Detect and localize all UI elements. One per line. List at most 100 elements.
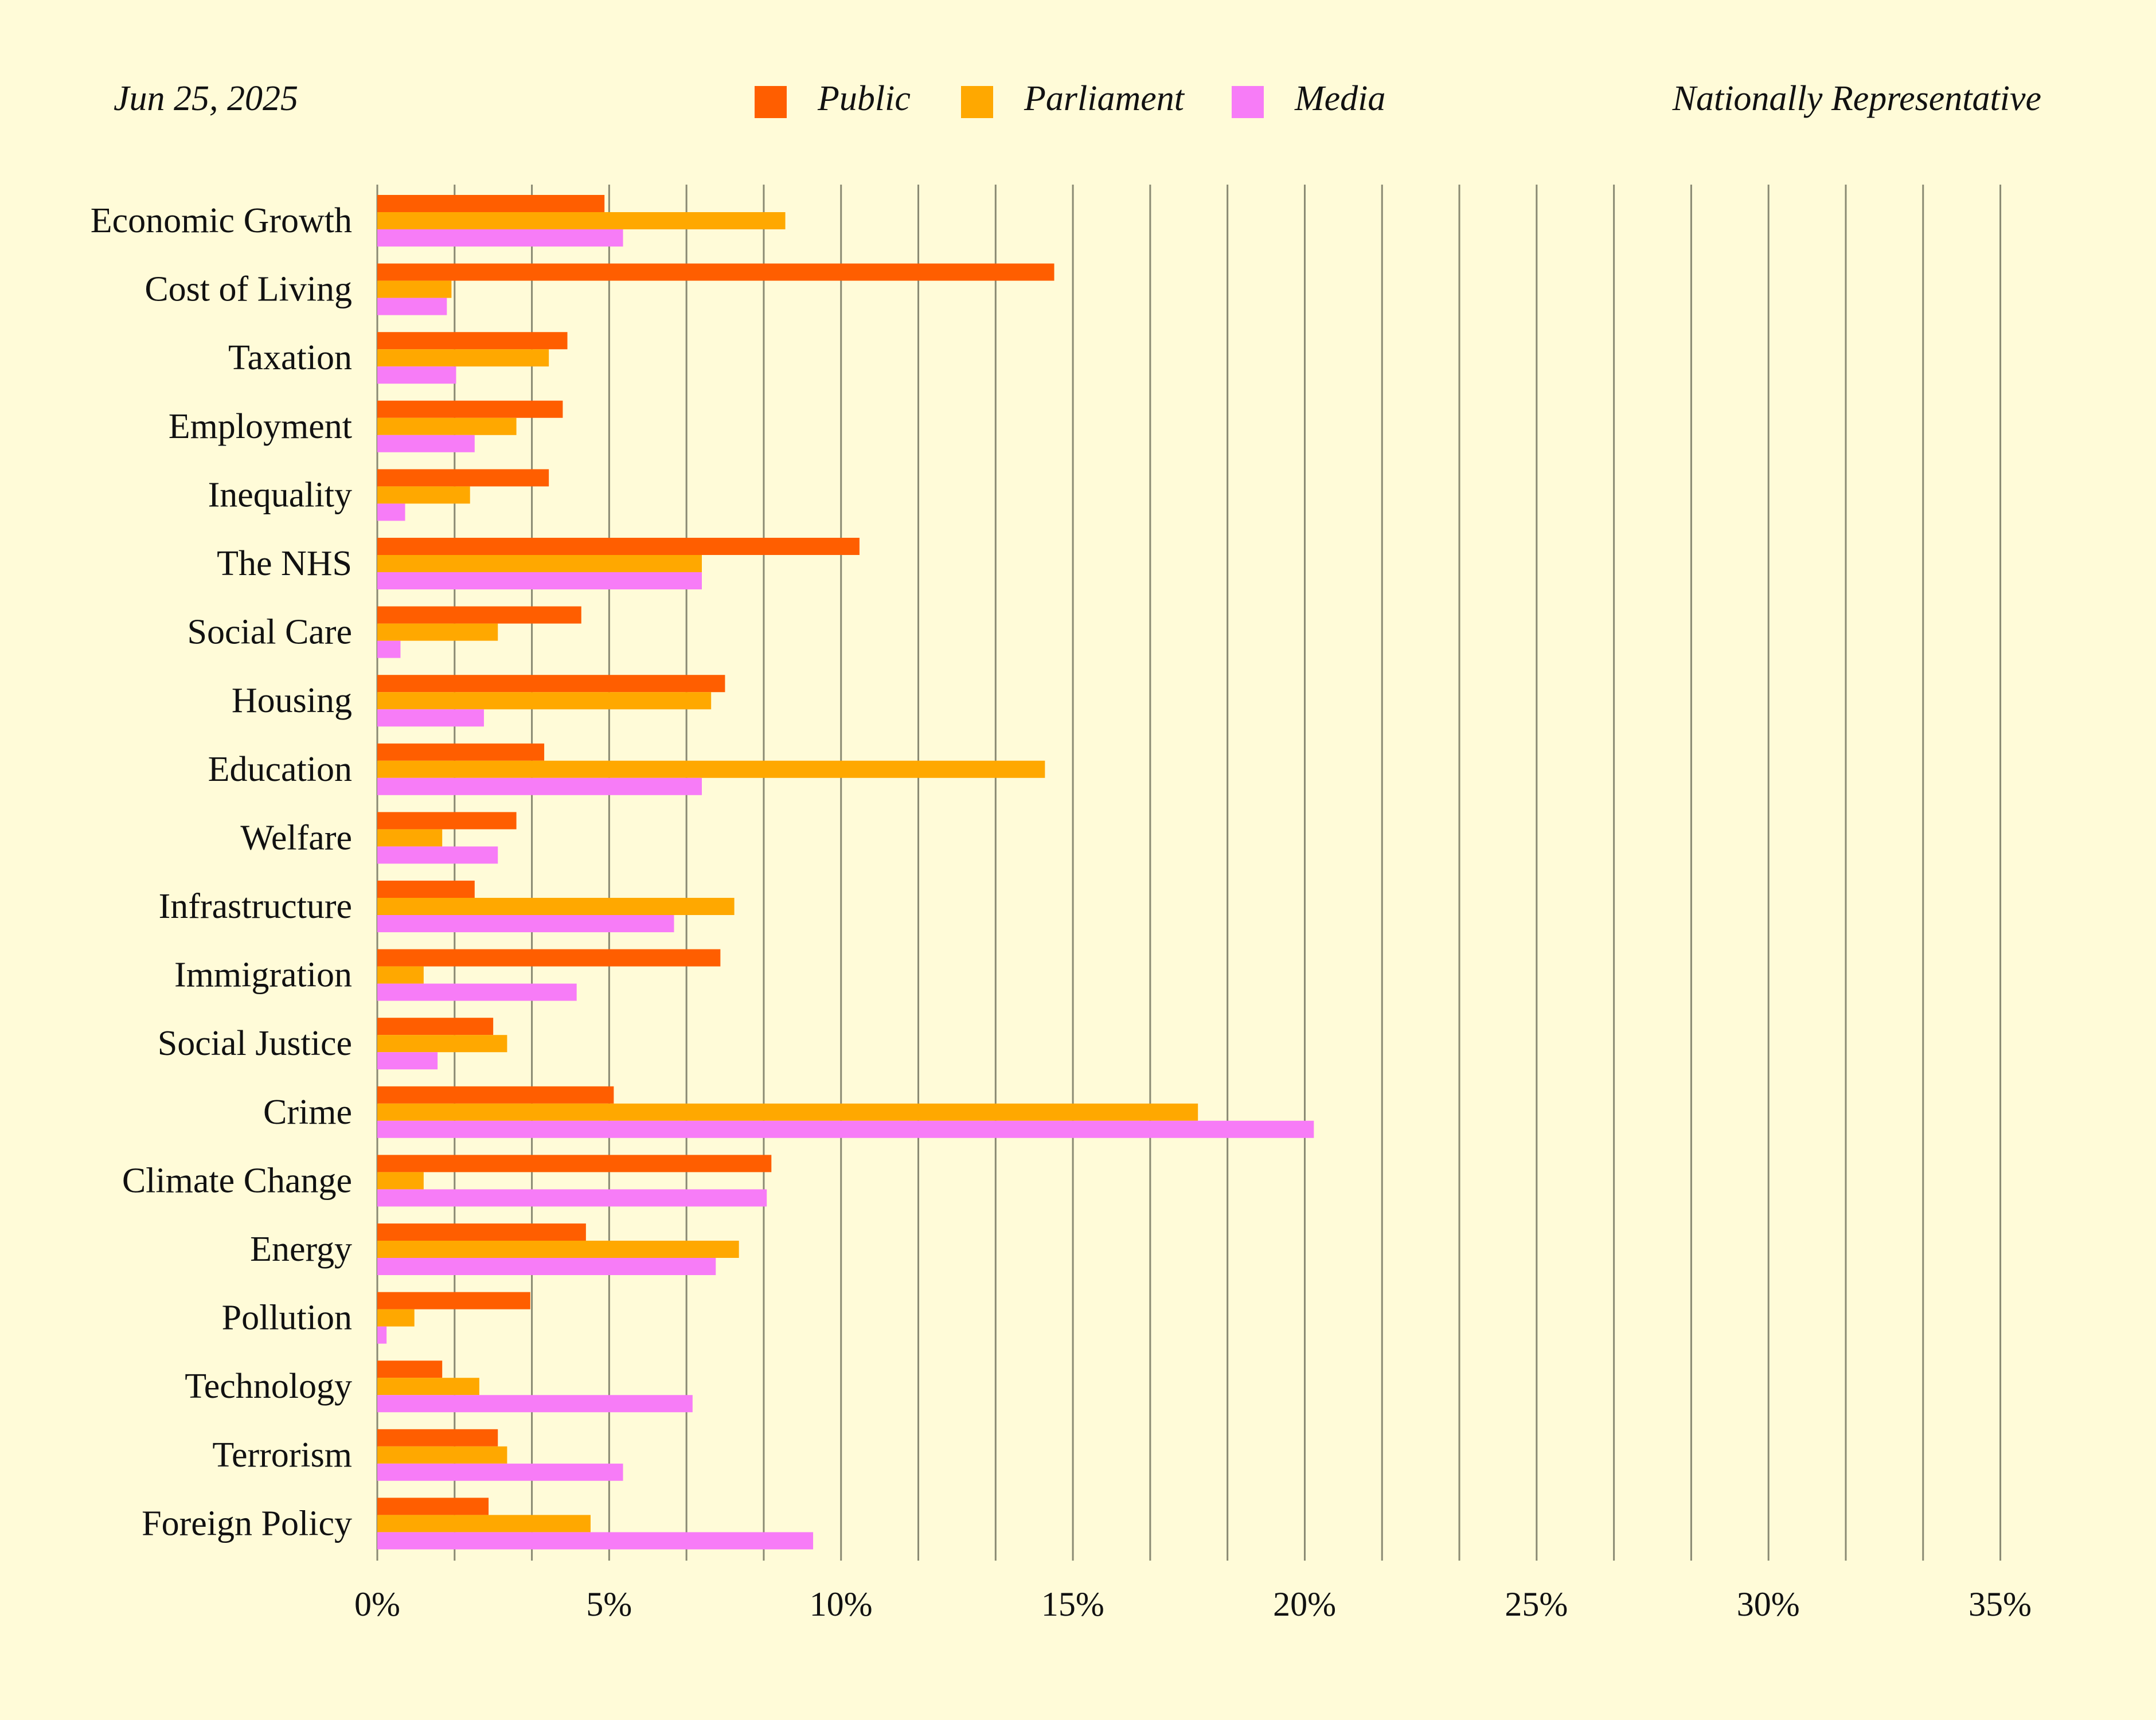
bar-parliament-infrastructure [377, 898, 735, 915]
x-tick-label: 30% [1737, 1585, 1800, 1623]
bar-public-economic-growth [377, 195, 605, 212]
bar-public-inequality [377, 469, 549, 487]
category-label-cost-of-living: Cost of Living [144, 270, 352, 309]
bar-media-housing [377, 709, 484, 727]
legend-swatch-public [755, 86, 787, 118]
x-tick-label: 10% [810, 1585, 873, 1623]
category-label-economic-growth: Economic Growth [91, 201, 352, 240]
bar-public-infrastructure [377, 881, 475, 898]
bar-media-inequality [377, 503, 405, 521]
bar-public-housing [377, 675, 725, 693]
bar-media-cost-of-living [377, 298, 447, 315]
bar-parliament-employment [377, 417, 517, 435]
category-label-immigration: Immigration [174, 956, 352, 995]
bar-parliament-energy [377, 1241, 739, 1258]
bar-parliament-social-care [377, 623, 498, 641]
bar-parliament-cost-of-living [377, 280, 452, 298]
bar-media-climate-change [377, 1189, 767, 1207]
bar-parliament-housing [377, 692, 712, 710]
bar-public-immigration [377, 949, 721, 967]
gridlines [376, 185, 2002, 1561]
bar-public-cost-of-living [377, 263, 1054, 281]
bar-public-foreign-policy [377, 1498, 489, 1515]
category-label-taxation: Taxation [228, 338, 352, 377]
bar-media-pollution [377, 1326, 387, 1344]
bar-public-the-nhs [377, 538, 860, 555]
bar-parliament-foreign-policy [377, 1515, 591, 1533]
category-label-social-care: Social Care [187, 613, 352, 652]
category-labels: Economic Growth Cost of Living Taxation Emp… [91, 201, 352, 1543]
legend-swatch-media [1232, 86, 1264, 118]
category-label-inequality: Inequality [208, 475, 352, 514]
bar-public-employment [377, 400, 563, 418]
legend-label-media: Media [1294, 79, 1385, 118]
bar-media-economic-growth [377, 229, 623, 247]
bar-media-technology [377, 1395, 693, 1413]
category-label-welfare: Welfare [240, 818, 352, 857]
bar-public-social-care [377, 606, 581, 624]
category-label-foreign-policy: Foreign Policy [142, 1504, 352, 1543]
bar-parliament-terrorism [377, 1446, 507, 1464]
bar-public-technology [377, 1361, 443, 1378]
x-tick-label: 25% [1505, 1585, 1568, 1623]
bar-media-crime [377, 1120, 1314, 1138]
category-label-climate-change: Climate Change [122, 1161, 352, 1200]
bar-parliament-inequality [377, 486, 470, 504]
category-label-housing: Housing [232, 681, 352, 720]
x-tick-label: 35% [1968, 1585, 2032, 1623]
bar-parliament-crime [377, 1103, 1198, 1121]
chart-legend: Public Parliament Media [755, 79, 1385, 118]
category-label-terrorism: Terrorism [212, 1436, 352, 1475]
bar-public-education [377, 743, 545, 761]
x-tick-label: 20% [1273, 1585, 1336, 1623]
category-label-crime: Crime [263, 1093, 352, 1132]
bar-media-employment [377, 435, 475, 452]
category-label-technology: Technology [185, 1367, 352, 1406]
x-axis-tick-labels: 0% 5% 10% 15% 20% 25% 30% 35% [354, 1585, 2032, 1623]
bar-public-social-justice [377, 1018, 494, 1035]
category-label-the-nhs: The NHS [217, 544, 352, 583]
bar-media-immigration [377, 983, 577, 1001]
bar-media-social-justice [377, 1052, 438, 1070]
bars [377, 195, 1314, 1550]
category-label-employment: Employment [169, 407, 352, 446]
bar-public-welfare [377, 812, 517, 830]
bar-public-energy [377, 1223, 586, 1241]
bar-parliament-climate-change [377, 1172, 424, 1190]
bar-media-education [377, 777, 702, 795]
category-label-education: Education [208, 750, 352, 789]
category-label-infrastructure: Infrastructure [159, 887, 352, 926]
category-label-social-justice: Social Justice [158, 1024, 352, 1063]
bar-media-energy [377, 1258, 716, 1275]
legend-label-public: Public [817, 79, 911, 118]
category-label-energy: Energy [250, 1230, 352, 1269]
bar-parliament-economic-growth [377, 212, 786, 229]
bar-media-welfare [377, 846, 498, 864]
bar-parliament-education [377, 760, 1045, 778]
bar-parliament-technology [377, 1378, 479, 1395]
bar-parliament-immigration [377, 966, 424, 984]
bar-public-taxation [377, 332, 568, 350]
bar-parliament-social-justice [377, 1035, 507, 1053]
x-tick-label: 15% [1041, 1585, 1104, 1623]
bar-public-terrorism [377, 1429, 498, 1447]
survey-date: Jun 25, 2025 [114, 79, 298, 118]
bar-public-climate-change [377, 1155, 772, 1172]
x-tick-label: 0% [354, 1585, 400, 1623]
legend-label-parliament: Parliament [1024, 79, 1185, 118]
bar-media-taxation [377, 366, 456, 384]
bar-parliament-pollution [377, 1309, 415, 1327]
bar-public-pollution [377, 1292, 530, 1309]
bar-public-crime [377, 1086, 614, 1104]
bar-media-social-care [377, 640, 401, 658]
sample-description: Nationally Representative [1672, 79, 2041, 118]
legend-swatch-parliament [961, 86, 993, 118]
bar-media-the-nhs [377, 572, 702, 589]
x-tick-label: 5% [586, 1585, 632, 1623]
bar-media-terrorism [377, 1463, 623, 1481]
category-label-pollution: Pollution [222, 1299, 352, 1338]
bar-parliament-the-nhs [377, 555, 702, 572]
bar-parliament-welfare [377, 829, 443, 847]
bar-media-infrastructure [377, 915, 674, 932]
